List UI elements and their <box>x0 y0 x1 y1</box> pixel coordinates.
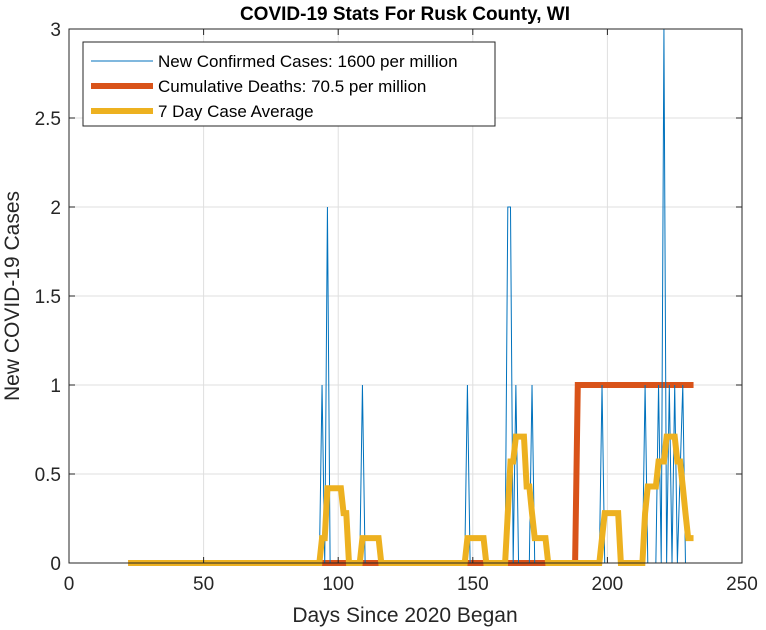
x-axis-label: Days Since 2020 Began <box>292 604 517 627</box>
x-tick-label: 200 <box>592 574 624 595</box>
y-tick-label: 1.5 <box>35 287 61 308</box>
x-tick-label: 100 <box>322 574 354 595</box>
y-axis-label: New COVID-19 Cases <box>1 191 24 401</box>
legend: New Confirmed Cases: 1600 per million Cu… <box>82 41 496 127</box>
grid <box>69 29 742 563</box>
y-tick-label: 1 <box>50 376 61 397</box>
legend-label-new-cases: New Confirmed Cases: 1600 per million <box>158 52 458 71</box>
x-tick-label: 0 <box>64 574 75 595</box>
y-tick-label: 3 <box>50 20 61 41</box>
legend-label-average: 7 Day Case Average <box>158 102 314 121</box>
x-tick-label: 50 <box>193 574 214 595</box>
chart-title: COVID-19 Stats For Rusk County, WI <box>240 4 570 25</box>
y-tick-label: 2.5 <box>35 109 61 130</box>
legend-label-deaths: Cumulative Deaths: 70.5 per million <box>158 77 426 96</box>
y-tick-label: 0.5 <box>35 465 61 486</box>
ticks: 0 50 100 150 200 250 0 0.5 1 1.5 2 2.5 3 <box>35 20 758 595</box>
x-tick-label: 250 <box>726 574 758 595</box>
y-tick-label: 0 <box>50 554 61 575</box>
y-tick-label: 2 <box>50 198 61 219</box>
series-line-average <box>128 433 694 566</box>
x-tick-label: 150 <box>457 574 489 595</box>
